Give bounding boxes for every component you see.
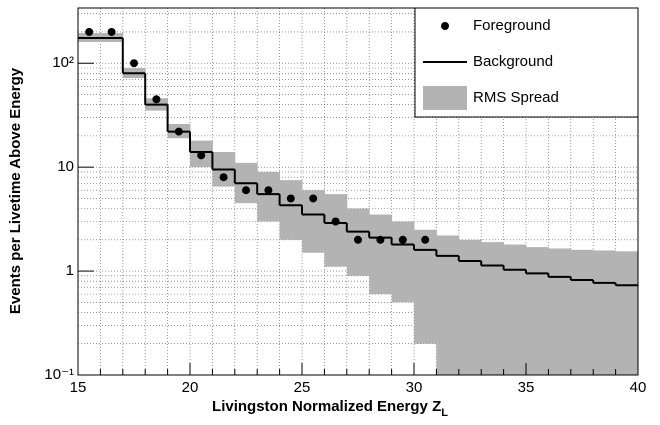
x-tick-label: 15 bbox=[70, 379, 87, 396]
y-axis-label: Events per Livetime Above Energy bbox=[7, 67, 24, 314]
rms-band bbox=[369, 214, 393, 295]
legend-label: RMS Spread bbox=[473, 89, 559, 106]
legend-marker bbox=[441, 22, 449, 30]
x-label-main: Livingston Normalized Energy Z bbox=[212, 398, 441, 415]
y-tick-label: 10⁻¹ bbox=[44, 366, 74, 383]
legend-label: Foreground bbox=[473, 17, 551, 34]
foreground-point bbox=[242, 186, 250, 195]
foreground-point bbox=[331, 217, 340, 226]
y-tick-label: 10 bbox=[57, 158, 74, 175]
foreground-point bbox=[309, 194, 318, 203]
rms-band bbox=[279, 180, 303, 240]
rms-band bbox=[391, 221, 415, 303]
x-axis-label: Livingston Normalized Energy ZL bbox=[212, 398, 448, 419]
overlay: 15 20 25 30 35 40 10⁻¹ 1 10 10² Foreground Backgrou… bbox=[44, 7, 647, 396]
foreground-point bbox=[421, 235, 430, 244]
y-tick-label: 1 bbox=[66, 262, 74, 279]
foreground-point bbox=[85, 27, 94, 36]
x-tick-label: 20 bbox=[182, 379, 199, 396]
foreground-point bbox=[376, 235, 385, 244]
rms-band bbox=[593, 250, 617, 375]
foreground-point bbox=[197, 151, 206, 160]
foreground-point bbox=[264, 186, 273, 195]
plot-frame bbox=[77, 7, 639, 376]
foreground-point bbox=[130, 59, 138, 68]
rms-band bbox=[302, 190, 325, 253]
rms-band bbox=[458, 239, 482, 375]
rms-band bbox=[324, 194, 348, 267]
x-label-sub: L bbox=[441, 407, 448, 419]
foreground-point bbox=[354, 235, 362, 244]
legend-marker bbox=[423, 86, 467, 110]
rms-band bbox=[548, 248, 572, 375]
foreground-point bbox=[152, 95, 161, 104]
x-tick-label: 35 bbox=[518, 379, 535, 396]
x-tick-label: 40 bbox=[630, 379, 647, 396]
foreground-point bbox=[107, 27, 116, 36]
rms-band bbox=[526, 247, 549, 375]
foreground-point bbox=[398, 235, 407, 244]
plot-area bbox=[78, 8, 638, 375]
x-tick-label: 30 bbox=[406, 379, 423, 396]
foreground-point bbox=[174, 127, 183, 136]
foreground-point bbox=[219, 173, 228, 182]
rms-band bbox=[414, 229, 437, 344]
legend-label: Background bbox=[473, 53, 553, 70]
rms-band bbox=[436, 235, 460, 375]
rms-band bbox=[615, 251, 638, 375]
rms-band bbox=[570, 249, 594, 375]
foreground-point bbox=[286, 194, 295, 203]
x-tick-label: 25 bbox=[294, 379, 311, 396]
rms-band bbox=[481, 242, 505, 375]
rms-band bbox=[257, 171, 281, 222]
rms-band bbox=[503, 244, 527, 375]
y-tick-label: 10² bbox=[52, 54, 74, 71]
